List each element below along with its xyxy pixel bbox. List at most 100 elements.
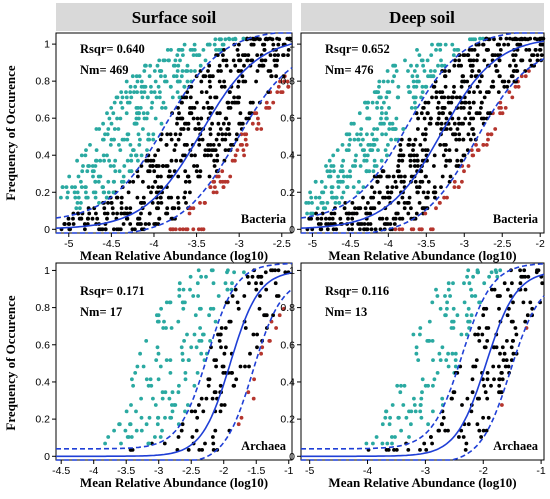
data-point bbox=[391, 174, 396, 179]
data-point bbox=[149, 84, 153, 89]
data-point bbox=[155, 313, 159, 318]
data-point bbox=[519, 36, 524, 41]
data-point bbox=[354, 153, 358, 158]
data-point bbox=[368, 222, 373, 226]
data-point bbox=[105, 153, 109, 158]
data-point bbox=[385, 441, 390, 446]
data-point bbox=[164, 164, 169, 168]
data-point bbox=[176, 195, 180, 200]
data-point bbox=[443, 42, 448, 47]
data-point bbox=[384, 409, 389, 414]
data-point bbox=[486, 132, 490, 137]
data-point bbox=[244, 132, 249, 137]
data-point bbox=[211, 306, 216, 311]
data-point bbox=[489, 132, 494, 137]
data-point bbox=[188, 190, 192, 195]
data-point bbox=[439, 121, 444, 126]
data-point bbox=[490, 287, 494, 292]
data-point bbox=[142, 116, 147, 121]
data-point bbox=[275, 90, 280, 94]
rsqr-label: Rsqr= 0.652 bbox=[325, 42, 390, 56]
data-point bbox=[425, 195, 430, 200]
data-point bbox=[163, 106, 168, 110]
data-point bbox=[98, 174, 103, 179]
data-point bbox=[421, 63, 425, 68]
data-point bbox=[427, 339, 432, 343]
data-point bbox=[236, 422, 241, 427]
data-point bbox=[486, 90, 491, 94]
data-point bbox=[392, 222, 397, 226]
data-point bbox=[256, 116, 260, 121]
data-point bbox=[389, 190, 394, 195]
data-point bbox=[228, 90, 232, 94]
data-point bbox=[134, 428, 139, 433]
data-point bbox=[154, 95, 159, 100]
data-point bbox=[420, 179, 425, 184]
data-point bbox=[106, 190, 111, 195]
plot-frame bbox=[55, 262, 293, 461]
data-point bbox=[491, 345, 496, 350]
data-point bbox=[493, 63, 498, 68]
data-point bbox=[420, 377, 425, 382]
data-point bbox=[224, 116, 229, 121]
data-point bbox=[155, 206, 159, 211]
data-point bbox=[246, 390, 251, 395]
data-point bbox=[489, 270, 494, 275]
data-point bbox=[370, 185, 374, 190]
data-point bbox=[402, 201, 407, 205]
data-point bbox=[75, 190, 80, 195]
data-point bbox=[160, 390, 165, 395]
data-point bbox=[176, 48, 181, 52]
data-point bbox=[153, 153, 158, 158]
data-point bbox=[236, 84, 241, 89]
data-point bbox=[338, 216, 343, 221]
data-point bbox=[382, 100, 386, 105]
data-point bbox=[483, 390, 488, 395]
data-point bbox=[461, 153, 466, 158]
data-point bbox=[485, 396, 490, 401]
data-point bbox=[135, 79, 140, 84]
data-point bbox=[192, 383, 197, 388]
data-point bbox=[87, 211, 92, 216]
data-point bbox=[149, 383, 154, 388]
data-point bbox=[441, 111, 445, 116]
data-point bbox=[394, 69, 399, 73]
data-point bbox=[146, 95, 150, 100]
data-point bbox=[540, 281, 545, 286]
data-point bbox=[106, 179, 111, 184]
data-point bbox=[395, 383, 400, 388]
data-point bbox=[204, 396, 209, 401]
data-point bbox=[406, 211, 411, 216]
data-point bbox=[272, 58, 277, 63]
data-point bbox=[155, 174, 160, 179]
data-point bbox=[136, 111, 141, 116]
data-point bbox=[176, 319, 181, 324]
data-point bbox=[268, 339, 272, 343]
data-point bbox=[469, 409, 474, 414]
data-point bbox=[128, 222, 133, 226]
data-point bbox=[231, 58, 236, 63]
data-point bbox=[118, 116, 123, 121]
data-point bbox=[215, 111, 220, 116]
data-point bbox=[273, 63, 278, 68]
panel-surface-archaea: 00.20.40.60.81-4.5 -4 -3.5 -3 -2.5 -2 -1.5 -1Me… bbox=[35, 262, 294, 490]
data-point bbox=[487, 274, 491, 279]
data-point bbox=[203, 441, 207, 446]
data-point bbox=[519, 274, 524, 279]
data-point bbox=[177, 111, 181, 116]
data-point bbox=[235, 48, 240, 52]
data-point bbox=[495, 42, 500, 47]
data-point bbox=[251, 332, 256, 337]
data-point bbox=[421, 106, 425, 110]
data-point bbox=[135, 222, 140, 226]
data-point bbox=[211, 435, 215, 439]
data-point bbox=[133, 84, 138, 89]
x-axis-title: Mean Relative Abundance (log10) bbox=[80, 248, 268, 263]
data-point bbox=[496, 294, 501, 298]
data-point bbox=[350, 201, 355, 205]
data-point bbox=[469, 58, 473, 63]
data-point bbox=[234, 377, 239, 382]
data-point bbox=[83, 153, 88, 158]
data-point bbox=[149, 106, 154, 110]
data-point bbox=[182, 195, 187, 200]
